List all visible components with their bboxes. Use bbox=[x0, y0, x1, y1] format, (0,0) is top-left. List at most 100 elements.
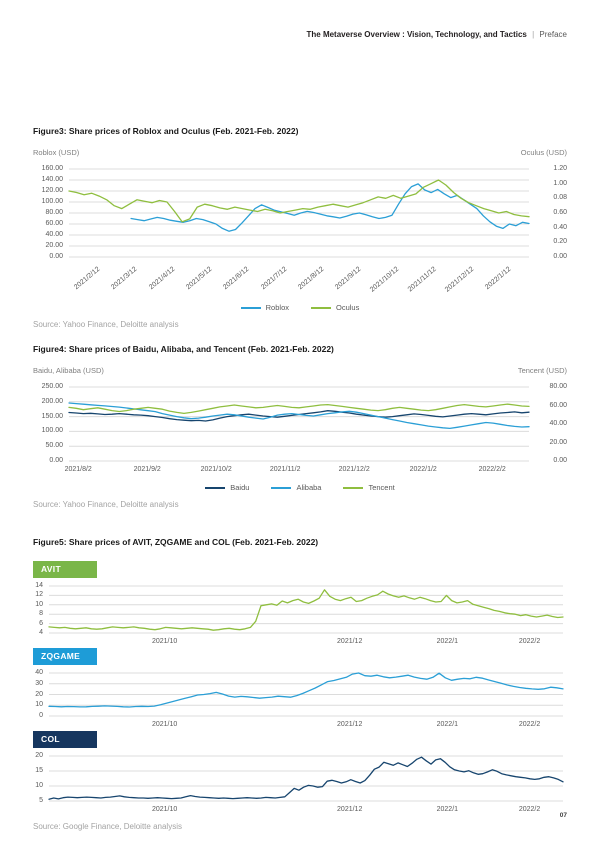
x-tick-label: 2022/2 bbox=[518, 638, 541, 645]
y-tick-label: 15 bbox=[35, 767, 43, 774]
y-tick-label: 60.00 bbox=[45, 220, 63, 227]
legend-item-roblox: Roblox bbox=[240, 303, 289, 312]
plot-area bbox=[48, 755, 564, 802]
y-tick-label: 40.00 bbox=[45, 231, 63, 238]
y-tick-label: 100.00 bbox=[41, 198, 63, 205]
x-tick-label: 2021/9/2 bbox=[133, 466, 161, 473]
avit-chart: 14 12 10 8 6 4 2021/10 2021/12 2022/1 2022/2 bbox=[33, 582, 567, 646]
series-line-tencent bbox=[68, 403, 530, 415]
x-tick-label: 2022/1/12 bbox=[484, 265, 513, 292]
zqgame-chart: 40 30 20 10 0 2021/10 2021/12 2022/1 2022/2 bbox=[33, 669, 567, 729]
plot-area bbox=[48, 585, 564, 634]
col-block: COL 20 15 10 5 2021/10 2021/12 2022/1 2022/2 bbox=[33, 729, 567, 814]
legend-item-alibaba: Alibaba bbox=[271, 483, 321, 492]
x-tick-label: 2022/1 bbox=[436, 638, 459, 645]
figure4-section: Figure4: Share prices of Baidu, Alibaba,… bbox=[33, 344, 567, 509]
y-tick-label-right: 1.20 bbox=[553, 165, 567, 172]
x-tick-label: 2021/8/2 bbox=[64, 466, 92, 473]
y-tick-label-right: 0.00 bbox=[553, 253, 567, 260]
legend-label: Roblox bbox=[265, 303, 289, 312]
y-tick-label: 6 bbox=[39, 619, 43, 627]
y-tick-label: 140.00 bbox=[41, 176, 63, 183]
figure3-title: Figure3: Share prices of Roblox and Ocul… bbox=[33, 126, 299, 136]
y-tick-label: 8 bbox=[39, 610, 43, 618]
y-tick-label: 120.00 bbox=[41, 187, 63, 194]
legend-swatch bbox=[343, 486, 364, 489]
series-line-baidu bbox=[68, 410, 530, 422]
x-tick-label: 2022/2/2 bbox=[478, 466, 506, 473]
figure4-source: Source: Yahoo Finance, Deloitte analysis bbox=[33, 500, 179, 509]
legend-label: Oculus bbox=[336, 303, 360, 312]
page-header: The Metaverse Overview : Vision, Technol… bbox=[307, 30, 568, 39]
y-tick-label-right: 1.00 bbox=[553, 179, 567, 187]
series-line-zqgame bbox=[48, 672, 564, 708]
x-tick-label: 2021/9/12 bbox=[334, 265, 363, 292]
legend-item-tencent: Tencent bbox=[343, 483, 395, 492]
y-tick-label: 20 bbox=[35, 690, 43, 698]
x-tick-label: 2021/12/2 bbox=[338, 466, 370, 473]
y-tick-label: 30 bbox=[35, 679, 43, 687]
legend-swatch bbox=[311, 306, 331, 309]
figure4-axis-labels: Baidu, Alibaba (USD) Tencent (USD) bbox=[33, 366, 567, 375]
y-tick-label-right: 20.00 bbox=[549, 438, 567, 446]
figure4-chart: 250.00 200.00 150.00 100.00 50.00 0.00 80.00 60… bbox=[33, 383, 567, 479]
x-tick-label: 2021/12 bbox=[337, 721, 363, 728]
figure3-axis-labels: Roblox (USD) Oculus (USD) bbox=[33, 148, 567, 157]
x-tick-label: 2022/2 bbox=[518, 806, 541, 813]
y-tick-label-right: 0.20 bbox=[553, 238, 567, 246]
y-tick-label-right: 0.00 bbox=[553, 457, 567, 464]
series-line-col bbox=[48, 756, 564, 800]
plot-area bbox=[68, 386, 530, 462]
y-tick-label: 12 bbox=[35, 591, 43, 599]
y-tick-label: 10 bbox=[35, 600, 43, 608]
page-number: 07 bbox=[559, 812, 567, 819]
y-tick-label: 40 bbox=[35, 669, 43, 676]
series-line-alibaba bbox=[68, 402, 530, 430]
x-tick-label: 2021/2/12 bbox=[72, 265, 102, 292]
figure5-section: Figure5: Share prices of AVIT, ZQGAME an… bbox=[33, 537, 567, 831]
figure3-chart: 160.00 140.00 120.00 100.00 80.00 60.00 40.00 2… bbox=[33, 165, 567, 299]
y-tick-label-right: 0.08 bbox=[553, 194, 567, 202]
y-tick-label: 0.00 bbox=[49, 253, 63, 260]
x-tick-label: 2022/1 bbox=[436, 721, 459, 728]
y-tick-label: 150.00 bbox=[41, 412, 63, 420]
y-tick-label: 20 bbox=[35, 752, 43, 759]
series-line-oculus bbox=[68, 179, 530, 223]
legend-item-baidu: Baidu bbox=[205, 483, 249, 492]
legend-item-oculus: Oculus bbox=[311, 303, 359, 312]
avit-badge: AVIT bbox=[33, 561, 97, 578]
header-section: Preface bbox=[539, 30, 567, 39]
plot-area bbox=[48, 672, 564, 717]
legend-label: Baidu bbox=[230, 483, 250, 492]
y-tick-label: 200.00 bbox=[41, 397, 63, 405]
figure3-source: Source: Yahoo Finance, Deloitte analysis bbox=[33, 320, 179, 329]
legend-swatch bbox=[205, 486, 226, 489]
zqgame-badge: ZQGAME bbox=[33, 648, 97, 665]
x-tick-label: 2021/10 bbox=[151, 638, 178, 645]
x-tick-label: 2021/3/12 bbox=[110, 265, 139, 292]
y-tick-label-right: 80.00 bbox=[549, 383, 567, 390]
y-tick-label: 100.00 bbox=[41, 427, 63, 435]
y-tick-label: 0 bbox=[39, 712, 43, 719]
y-tick-label: 14 bbox=[35, 582, 43, 589]
figure5-source: Source: Google Finance, Deloitte analysi… bbox=[33, 822, 182, 831]
x-tick-label: 2022/2 bbox=[518, 721, 541, 728]
figure3-right-axis-label: Oculus (USD) bbox=[520, 148, 567, 157]
x-tick-label: 2021/10/12 bbox=[368, 265, 401, 294]
zqgame-block: ZQGAME 40 30 20 10 0 2021/10 2021/12 2022/1 2022… bbox=[33, 646, 567, 729]
y-tick-label-right: 60.00 bbox=[549, 401, 567, 409]
col-chart: 20 15 10 5 2021/10 2021/12 2022/1 2022/2 bbox=[33, 752, 567, 814]
col-badge: COL bbox=[33, 731, 97, 748]
legend-label: Tencent bbox=[368, 483, 395, 492]
x-tick-label: 2021/6/12 bbox=[222, 265, 251, 292]
y-tick-label: 250.00 bbox=[41, 383, 63, 390]
figure3-section: Figure3: Share prices of Roblox and Ocul… bbox=[33, 126, 567, 329]
figure3-left-axis-label: Roblox (USD) bbox=[33, 148, 80, 157]
avit-block: AVIT 14 12 10 8 6 4 2021/10 2021/12 2022/1 2022/2 bbox=[33, 559, 567, 646]
figure3-legend: Roblox Oculus bbox=[33, 303, 567, 312]
x-tick-label: 2021/12 bbox=[337, 638, 363, 645]
x-tick-label: 2022/1 bbox=[436, 806, 459, 813]
header-divider: | bbox=[532, 30, 535, 39]
figure5-title: Figure5: Share prices of AVIT, ZQGAME an… bbox=[33, 537, 319, 547]
